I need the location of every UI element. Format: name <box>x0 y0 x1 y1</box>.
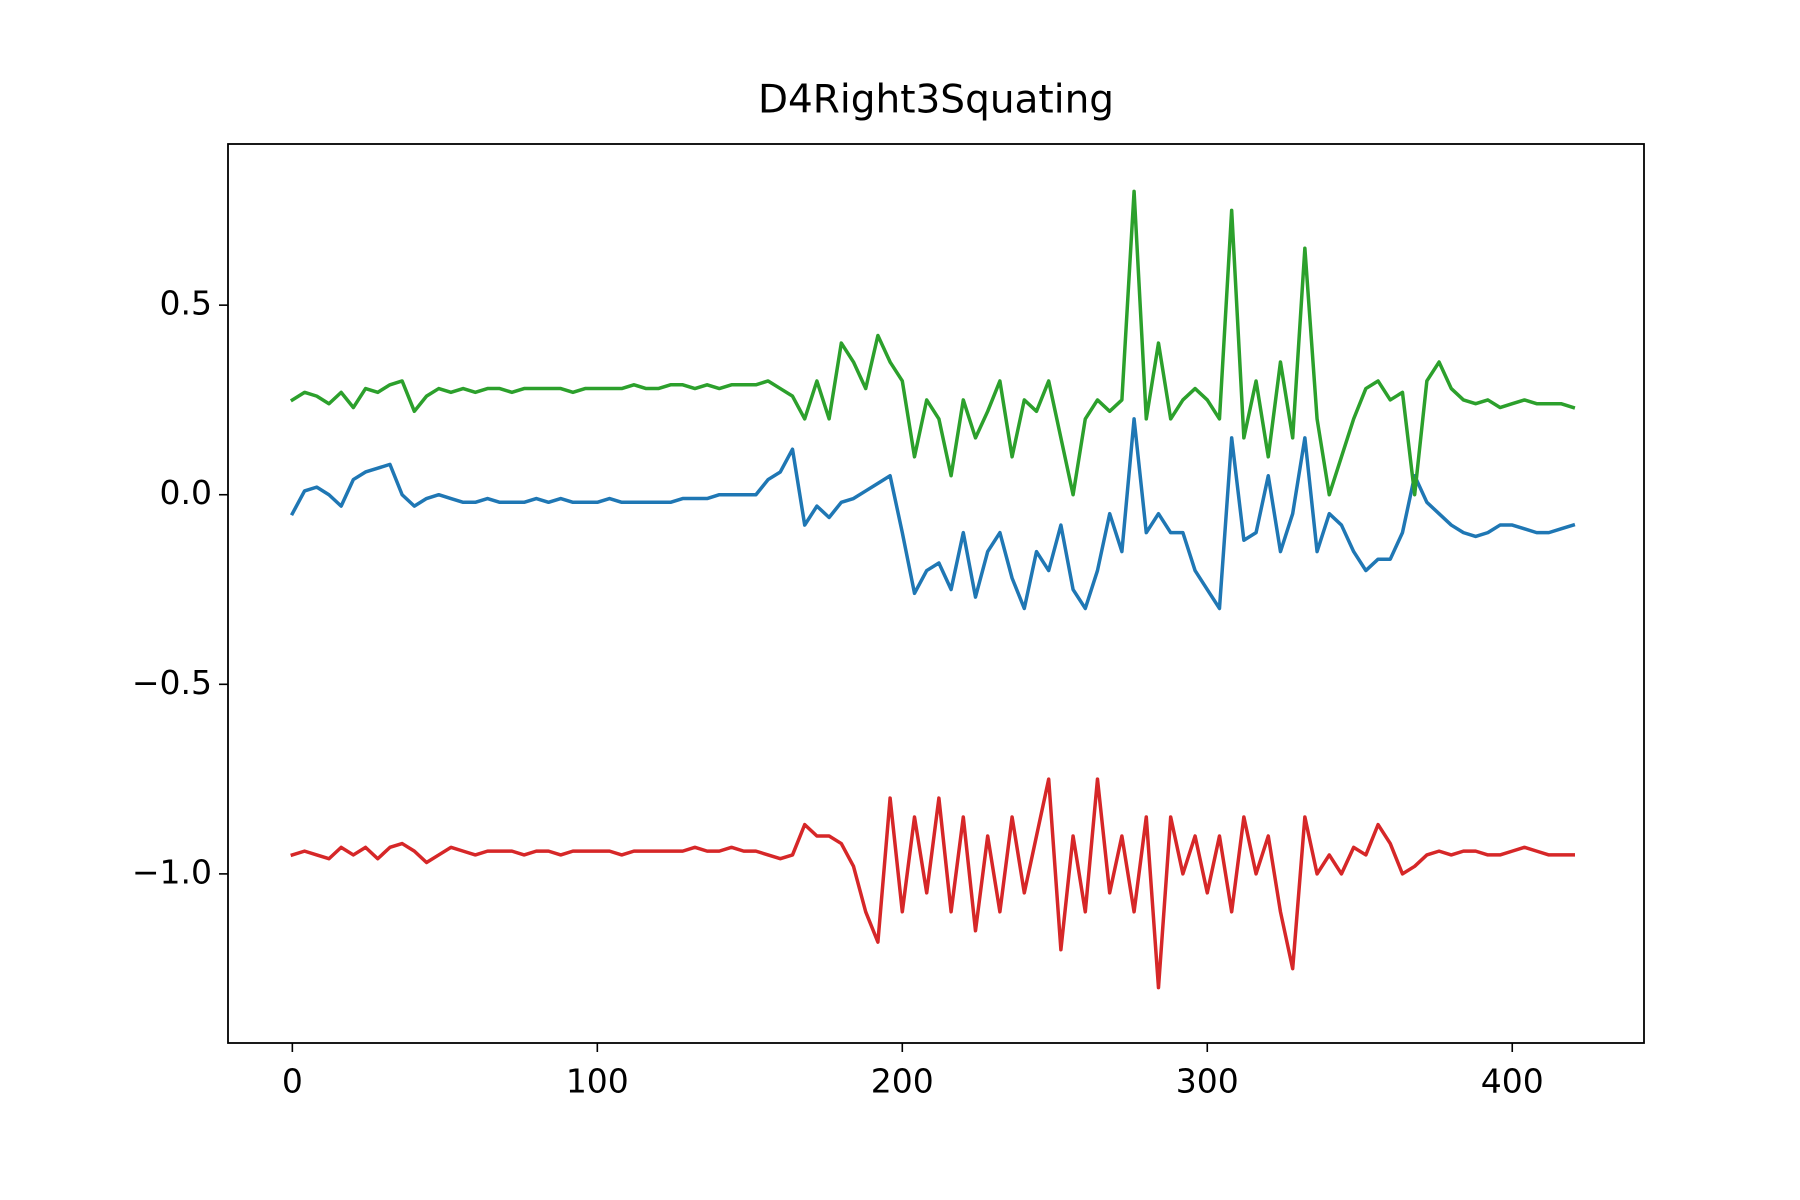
x-tick-label: 200 <box>871 1062 934 1101</box>
x-tick-label: 100 <box>566 1062 629 1101</box>
data-line <box>289 189 1576 497</box>
y-tick-label: 0.0 <box>160 473 212 512</box>
y-tick-label: −1.0 <box>132 852 212 891</box>
plot-frame <box>227 143 1645 1044</box>
y-tick-label: −0.5 <box>132 663 212 702</box>
data-line <box>290 777 1575 990</box>
x-tick-label: 0 <box>282 1062 303 1101</box>
x-tick-label: 300 <box>1176 1062 1239 1101</box>
x-tick-label: 400 <box>1481 1062 1544 1101</box>
data-line <box>289 417 1576 611</box>
y-tick-label: 0.5 <box>160 284 212 323</box>
chart-title: D4Right3Squating <box>758 78 1114 123</box>
